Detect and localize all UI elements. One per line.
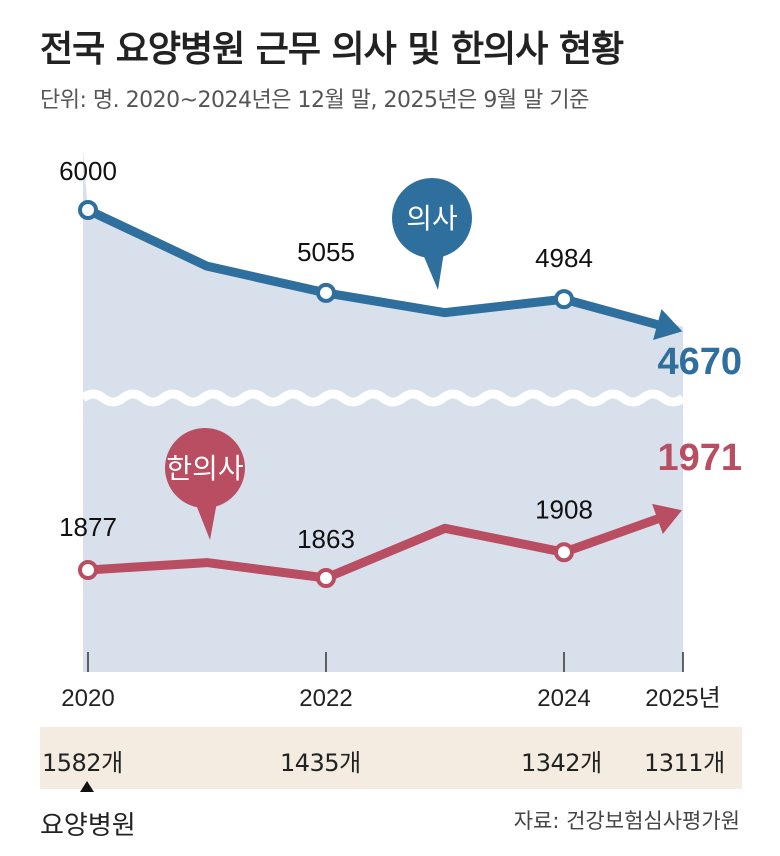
doctor-line — [86, 205, 667, 332]
hospital-count-2024: 1342개 — [521, 749, 602, 777]
oriental-doctor-legend-label: 한의사 — [166, 452, 243, 485]
pointer-triangle-icon — [80, 781, 94, 792]
doctor-point-2020 — [78, 200, 98, 220]
oriental-doctor-arrow-head — [652, 503, 682, 535]
oriental-doctor-bubble — [165, 428, 245, 508]
oriental-doctor-final-label: 1971 — [657, 437, 742, 479]
chart-title: 전국 요양병원 근무 의사 및 한의사 현황 — [40, 29, 624, 70]
x-tick-label-2022: 2022 — [299, 685, 352, 712]
oriental-doctor-bubble-tail — [195, 502, 217, 540]
oriental-doctor-line — [87, 512, 667, 583]
doctor-bubble — [392, 178, 472, 258]
oriental-doctor-data-label-2024: 1908 — [535, 494, 593, 524]
doctor-point-2024 — [554, 289, 574, 310]
hospital-count-2022: 1435개 — [280, 749, 361, 777]
hospital-count-2020: 1582개 — [42, 749, 123, 777]
doctor-final-label: 4670 — [657, 341, 742, 383]
oriental-doctor-data-label-2022: 1863 — [297, 524, 355, 554]
hospital-count-band — [40, 727, 742, 789]
hospital-count-2025: 1311개 — [644, 749, 725, 777]
oriental-doctor-point-2024 — [554, 542, 574, 563]
doctor-bubble-tail — [422, 252, 444, 290]
doctor-data-label-2020: 6000 — [59, 156, 117, 186]
oriental-doctor-point-2022 — [316, 568, 336, 588]
hospital-label: 요양병원 — [40, 811, 136, 841]
source-note: 자료: 건강보험심사평가원 — [513, 809, 740, 833]
doctor-point-2022 — [316, 282, 336, 303]
x-tick-label-2020: 2020 — [61, 685, 114, 712]
oriental-doctor-data-label-2020: 1877 — [59, 512, 117, 542]
x-tick-label-2024: 2024 — [537, 685, 590, 712]
chart-subtitle: 단위: 명. 2020~2024년은 12월 말, 2025년은 9월 말 기준 — [40, 88, 589, 113]
x-tick-label-2025: 2025년 — [645, 685, 720, 712]
doctor-arrow-head — [653, 309, 683, 340]
doctor-legend-label: 의사 — [406, 202, 458, 235]
axis-break-wave — [80, 389, 686, 407]
oriental-doctor-point-2020 — [78, 560, 98, 580]
doctor-data-label-2022: 5055 — [297, 237, 355, 267]
area-above-doctor-line — [83, 150, 683, 327]
doctor-data-label-2024: 4984 — [535, 243, 593, 273]
